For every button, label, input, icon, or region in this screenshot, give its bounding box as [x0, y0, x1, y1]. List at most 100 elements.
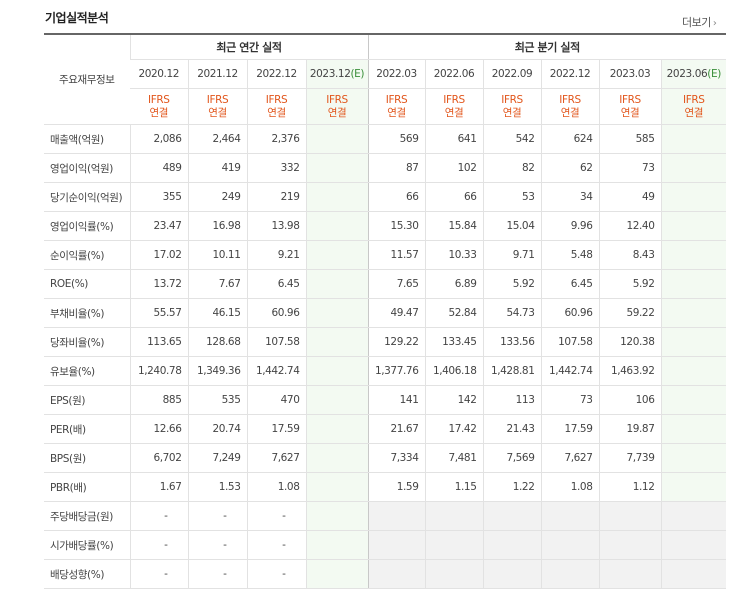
- quarter-value: 569: [367, 124, 425, 154]
- quarter-value: 34: [540, 182, 599, 212]
- ifrs-consolidated-label: IFRS 연결: [367, 88, 425, 125]
- quarter-empty-cell: [540, 559, 599, 589]
- annual-value: [305, 530, 368, 560]
- quarter-value: 60.96: [540, 298, 599, 328]
- annual-value: -: [187, 559, 247, 589]
- quarter-value: 1,463.92: [598, 356, 661, 386]
- ifrs-consolidated-label: IFRS 연결: [246, 88, 306, 125]
- annual-value: 6.45: [246, 269, 306, 299]
- quarter-value: [660, 298, 727, 328]
- table-row: PBR(배) 1.67 1.53 1.08 1.59 1.15 1.22 1.08 1.12: [44, 472, 727, 502]
- table-row: 시가배당률(%) - - -: [44, 530, 727, 560]
- annual-value: [305, 211, 368, 241]
- quarter-value: 49.47: [367, 298, 425, 328]
- annual-value: 13.98: [246, 211, 306, 241]
- annual-value: 249: [187, 182, 247, 212]
- annual-value: 332: [246, 153, 306, 183]
- ifrs-consolidated-label: IFRS 연결: [660, 88, 727, 125]
- annual-value: 16.98: [187, 211, 247, 241]
- quarter-value: 53: [482, 182, 541, 212]
- period-header: 2023.12(E): [305, 59, 368, 89]
- annual-value: [305, 153, 368, 183]
- quarter-value: 133.45: [424, 327, 483, 357]
- ifrs-consolidated-label: IFRS 연결: [598, 88, 661, 125]
- period-header: 2020.12: [130, 59, 188, 89]
- quarter-value: 49: [598, 182, 661, 212]
- row-label: 당기순이익(억원): [44, 182, 130, 212]
- row-label: 배당성향(%): [44, 559, 130, 589]
- annual-value: 128.68: [187, 327, 247, 357]
- ifrs-consolidated-label: IFRS 연결: [130, 88, 188, 125]
- quarter-value: [660, 240, 727, 270]
- quarter-value: 107.58: [540, 327, 599, 357]
- period-header: 2023.06(E): [660, 59, 727, 89]
- quarter-empty-cell: [540, 530, 599, 560]
- more-link[interactable]: 더보기 ›: [682, 14, 717, 30]
- annual-value: [305, 385, 368, 415]
- annual-value: 355: [129, 182, 188, 212]
- annual-value: 1.53: [187, 472, 247, 502]
- table-row: ROE(%) 13.72 7.67 6.45 7.65 6.89 5.92 6.45 5.92: [44, 269, 727, 299]
- row-label: 영업이익(억원): [44, 153, 130, 183]
- quarter-value: 1.12: [598, 472, 661, 502]
- quarter-value: 73: [598, 153, 661, 183]
- annual-value: -: [246, 501, 306, 531]
- annual-value: [305, 501, 368, 531]
- quarter-value: 113: [482, 385, 541, 415]
- quarter-value: 19.87: [598, 414, 661, 444]
- annual-value: [305, 327, 368, 357]
- period-header: 2023.03: [598, 59, 661, 89]
- table-row: 부채비율(%) 55.57 46.15 60.96 49.47 52.84 54.73 60.…: [44, 298, 727, 328]
- annual-value: 489: [129, 153, 188, 183]
- row-label: 시가배당률(%): [44, 530, 130, 560]
- annual-value: 419: [187, 153, 247, 183]
- annual-value: 7.67: [187, 269, 247, 299]
- quarter-value: [660, 356, 727, 386]
- chevron-right-icon: ›: [712, 18, 717, 29]
- quarter-value: 12.40: [598, 211, 661, 241]
- table-row: EPS(원) 885 535 470 141 142 113 73 106: [44, 385, 727, 415]
- annual-value: 20.74: [187, 414, 247, 444]
- quarter-value: 1.22: [482, 472, 541, 502]
- quarter-value: 87: [367, 153, 425, 183]
- annual-value: 1.08: [246, 472, 306, 502]
- quarter-value: [660, 211, 727, 241]
- quarter-value: 6.89: [424, 269, 483, 299]
- quarter-value: [660, 472, 727, 502]
- quarter-value: 66: [367, 182, 425, 212]
- quarter-value: 1,428.81: [482, 356, 541, 386]
- quarter-value: 82: [482, 153, 541, 183]
- quarter-value: 5.48: [540, 240, 599, 270]
- annual-value: 113.65: [129, 327, 188, 357]
- annual-value: 7,627: [246, 443, 306, 473]
- row-label: 주당배당금(원): [44, 501, 130, 531]
- quarter-value: 15.30: [367, 211, 425, 241]
- quarter-empty-cell: [482, 501, 541, 531]
- annual-value: 1,442.74: [246, 356, 306, 386]
- table-row: 매출액(억원) 2,086 2,464 2,376 569 641 542 624 585: [44, 124, 727, 154]
- quarter-value: 62: [540, 153, 599, 183]
- annual-value: [305, 356, 368, 386]
- row-label: 당좌비율(%): [44, 327, 130, 357]
- annual-value: -: [187, 530, 247, 560]
- annual-value: 535: [187, 385, 247, 415]
- quarter-value: 52.84: [424, 298, 483, 328]
- quarter-empty-cell: [482, 559, 541, 589]
- ifrs-consolidated-label: IFRS 연결: [187, 88, 247, 125]
- quarter-value: 7,627: [540, 443, 599, 473]
- annual-value: [305, 269, 368, 299]
- quarter-value: 5.92: [482, 269, 541, 299]
- quarter-value: 7,334: [367, 443, 425, 473]
- quarter-value: 7,739: [598, 443, 661, 473]
- quarter-value: 142: [424, 385, 483, 415]
- quarter-value: 8.43: [598, 240, 661, 270]
- annual-value: 46.15: [187, 298, 247, 328]
- annual-value: 17.59: [246, 414, 306, 444]
- ifrs-consolidated-label: IFRS 연결: [482, 88, 541, 125]
- annual-value: 6,702: [129, 443, 188, 473]
- quarter-empty-cell: [540, 501, 599, 531]
- quarter-value: 15.84: [424, 211, 483, 241]
- table-row: 당좌비율(%) 113.65 128.68 107.58 129.22 133.45 133…: [44, 327, 727, 357]
- row-label: ROE(%): [44, 269, 130, 299]
- annual-value: 885: [129, 385, 188, 415]
